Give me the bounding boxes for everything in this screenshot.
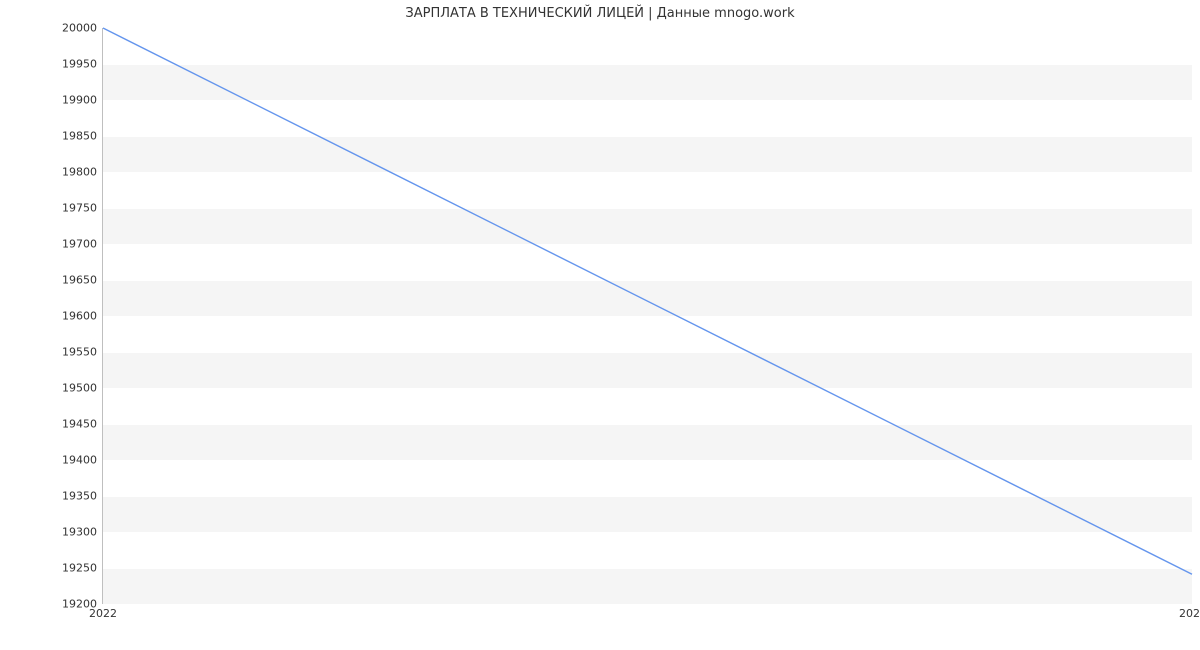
y-tick-label: 19500 (62, 382, 103, 395)
y-tick-label: 19600 (62, 310, 103, 323)
y-tick-label: 20000 (62, 22, 103, 35)
y-tick-label: 19800 (62, 166, 103, 179)
salary-chart: ЗАРПЛАТА В ТЕХНИЧЕСКИЙ ЛИЦЕЙ | Данные mn… (0, 0, 1200, 650)
series-line-salary (103, 28, 1192, 574)
y-tick-label: 19650 (62, 274, 103, 287)
y-tick-label: 19350 (62, 490, 103, 503)
y-tick-label: 19900 (62, 94, 103, 107)
y-tick-label: 19450 (62, 418, 103, 431)
plot-area: 1920019250193001935019400194501950019550… (102, 28, 1192, 604)
y-tick-label: 19850 (62, 130, 103, 143)
y-tick-label: 19400 (62, 454, 103, 467)
chart-title: ЗАРПЛАТА В ТЕХНИЧЕСКИЙ ЛИЦЕЙ | Данные mn… (0, 6, 1200, 21)
x-tick-label: 2022 (89, 603, 117, 620)
y-tick-label: 19250 (62, 562, 103, 575)
y-tick-label: 19550 (62, 346, 103, 359)
y-tick-label: 19950 (62, 58, 103, 71)
x-tick-label: 2024 (1179, 603, 1200, 620)
y-tick-label: 19750 (62, 202, 103, 215)
y-tick-label: 19700 (62, 238, 103, 251)
gridline (103, 604, 1192, 605)
y-tick-label: 19300 (62, 526, 103, 539)
line-layer (103, 28, 1192, 603)
